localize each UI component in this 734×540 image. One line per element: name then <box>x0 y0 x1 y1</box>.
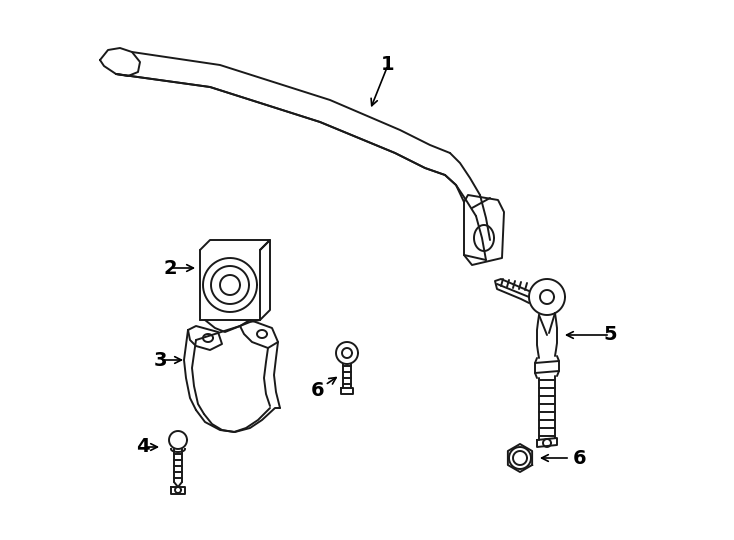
Text: 2: 2 <box>163 259 177 278</box>
Text: 1: 1 <box>381 56 395 75</box>
Text: 4: 4 <box>137 437 150 456</box>
Text: 5: 5 <box>603 326 617 345</box>
Text: 6: 6 <box>573 449 586 468</box>
Text: 3: 3 <box>153 350 167 369</box>
Text: 6: 6 <box>311 381 325 400</box>
